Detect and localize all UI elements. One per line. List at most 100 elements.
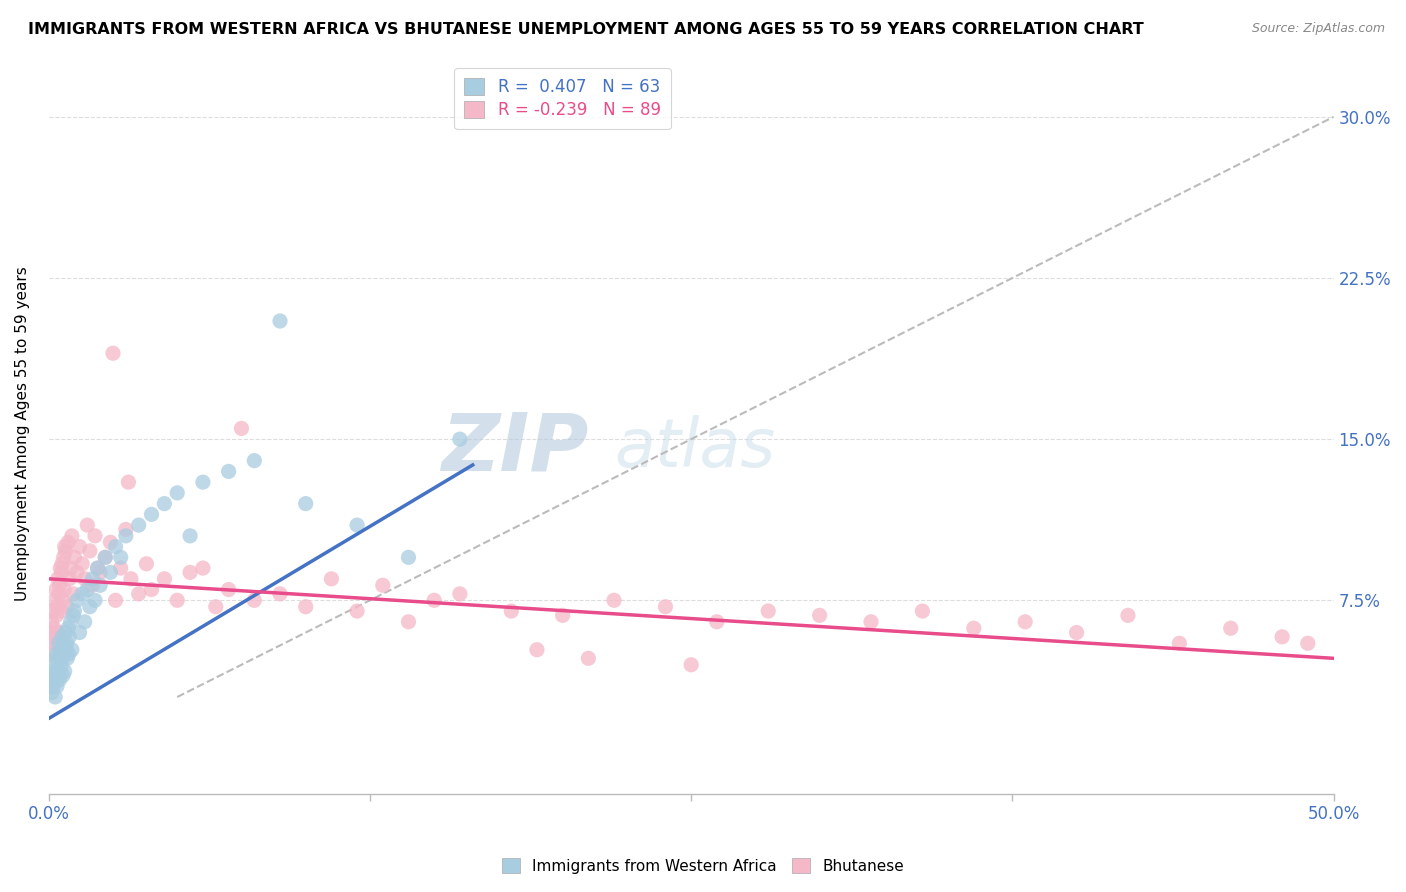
Text: Source: ZipAtlas.com: Source: ZipAtlas.com [1251, 22, 1385, 36]
Point [53, 540, 76, 554]
Point [84, 529, 107, 543]
Point [51, 566, 73, 580]
Point [52, 593, 75, 607]
Point [73, 572, 96, 586]
Point [59, 615, 82, 629]
Point [681, 657, 703, 672]
Point [44, 657, 66, 672]
Point [110, 550, 132, 565]
Point [58, 647, 80, 661]
Point [294, 599, 316, 614]
Point [45, 647, 67, 661]
Point [100, 535, 122, 549]
Point [70, 557, 93, 571]
Point [1066, 625, 1088, 640]
Point [49, 604, 72, 618]
Point [49, 642, 72, 657]
Point [321, 572, 343, 586]
Point [48, 668, 70, 682]
Point [48, 587, 70, 601]
Point [179, 529, 201, 543]
Point [41, 668, 63, 682]
Point [48, 625, 70, 640]
Point [66, 566, 89, 580]
Point [86, 561, 108, 575]
Point [45, 582, 67, 597]
Point [45, 651, 67, 665]
Point [82, 578, 104, 592]
Point [398, 615, 420, 629]
Point [46, 599, 69, 614]
Legend: R =  0.407   N = 63, R = -0.239   N = 89: R = 0.407 N = 63, R = -0.239 N = 89 [454, 68, 671, 129]
Point [654, 599, 676, 614]
Point [243, 593, 266, 607]
Point [135, 557, 157, 571]
Point [398, 550, 420, 565]
Point [44, 690, 66, 704]
Point [44, 593, 66, 607]
Point [41, 615, 63, 629]
Point [70, 587, 93, 601]
Point [55, 544, 77, 558]
Point [128, 587, 150, 601]
Point [89, 566, 111, 580]
Point [41, 647, 63, 661]
Point [576, 651, 599, 665]
Point [114, 529, 136, 543]
Point [82, 572, 104, 586]
Point [60, 529, 83, 543]
Point [62, 587, 84, 601]
Point [63, 550, 86, 565]
Point [449, 587, 471, 601]
Point [42, 630, 65, 644]
Point [808, 608, 831, 623]
Point [204, 599, 226, 614]
Point [179, 566, 201, 580]
Point [526, 642, 548, 657]
Point [191, 561, 214, 575]
Point [94, 550, 117, 565]
Point [231, 421, 253, 435]
Point [1219, 621, 1241, 635]
Point [449, 432, 471, 446]
Point [84, 593, 107, 607]
Point [53, 664, 76, 678]
Point [141, 508, 163, 522]
Point [104, 593, 127, 607]
Point [45, 608, 67, 623]
Point [58, 572, 80, 586]
Point [46, 664, 69, 678]
Point [706, 615, 728, 629]
Point [141, 582, 163, 597]
Point [603, 593, 626, 607]
Point [44, 636, 66, 650]
Point [63, 604, 86, 618]
Point [52, 636, 75, 650]
Point [51, 657, 73, 672]
Point [114, 523, 136, 537]
Point [56, 621, 79, 635]
Point [49, 651, 72, 665]
Point [104, 540, 127, 554]
Point [76, 518, 98, 533]
Point [69, 625, 91, 640]
Point [756, 604, 779, 618]
Point [51, 557, 73, 571]
Point [166, 593, 188, 607]
Point [48, 578, 70, 592]
Point [110, 561, 132, 575]
Point [41, 686, 63, 700]
Point [42, 679, 65, 693]
Point [128, 518, 150, 533]
Point [551, 608, 574, 623]
Point [73, 615, 96, 629]
Point [46, 572, 69, 586]
Point [56, 535, 79, 549]
Point [101, 346, 124, 360]
Point [41, 604, 63, 618]
Point [51, 630, 73, 644]
Point [39, 673, 62, 687]
Point [48, 673, 70, 687]
Point [52, 668, 75, 682]
Point [346, 604, 368, 618]
